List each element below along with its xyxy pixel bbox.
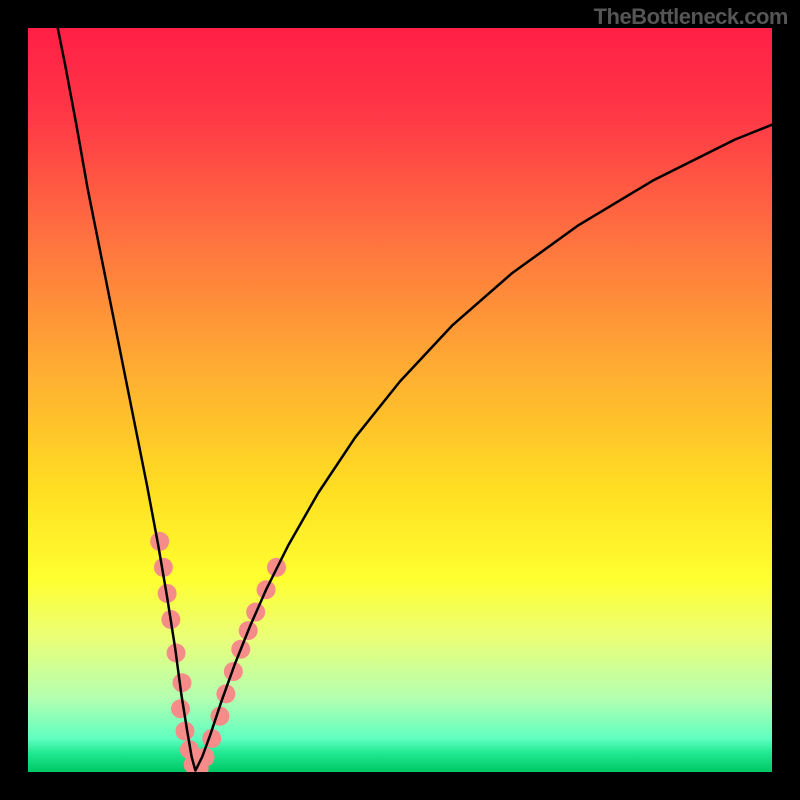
scatter-point: [171, 699, 190, 718]
chart-container: TheBottleneck.com: [0, 0, 800, 800]
bottleneck-chart: [0, 0, 800, 800]
scatter-point: [173, 673, 192, 692]
gradient-background: [28, 28, 772, 772]
watermark-text: TheBottleneck.com: [594, 4, 788, 30]
